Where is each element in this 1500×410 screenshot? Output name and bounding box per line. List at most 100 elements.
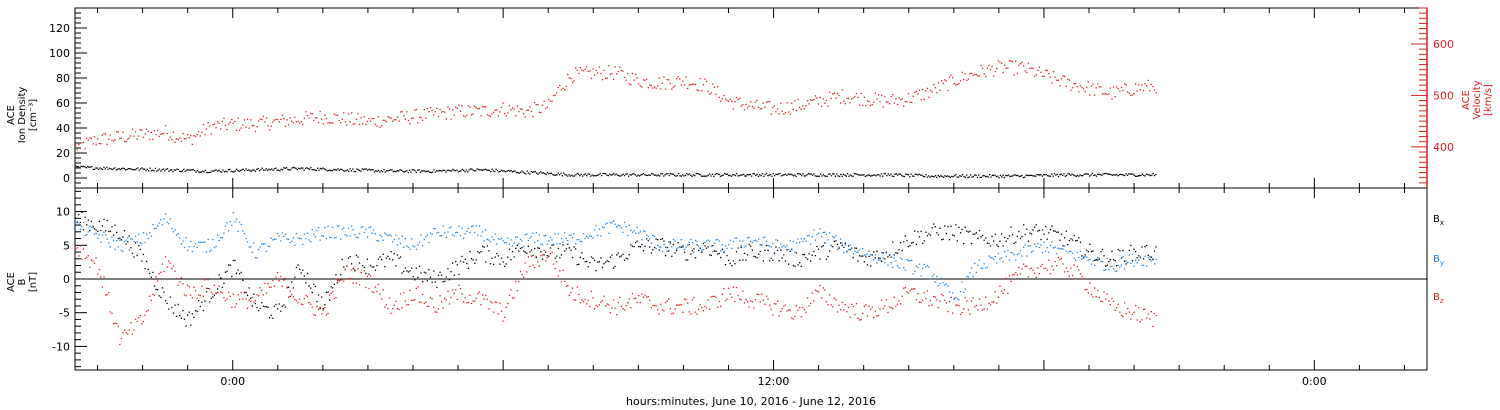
velocity-series-point <box>696 89 698 91</box>
bz-series-point <box>81 258 83 260</box>
density-series-point <box>859 174 861 176</box>
by-series-point <box>666 250 668 252</box>
by-series-point <box>816 233 818 236</box>
density-series-point <box>625 173 627 175</box>
by-series-point <box>985 267 987 269</box>
by-series-point <box>797 238 799 240</box>
velocity-series-point <box>84 148 86 150</box>
bx-series-point <box>229 264 231 266</box>
velocity-series-point <box>201 131 203 133</box>
by-series-point <box>772 243 774 245</box>
by-series-point <box>623 221 626 224</box>
velocity-series-point <box>423 109 425 111</box>
by-series-point <box>136 241 138 243</box>
bz-series-point <box>907 292 910 294</box>
by-series-point <box>970 267 973 269</box>
density-series-point <box>491 168 493 170</box>
bz-series-point <box>825 301 828 303</box>
bx-series-point <box>1027 240 1029 242</box>
velocity-series-point <box>433 114 435 116</box>
density-series-point <box>749 173 751 176</box>
bz-series-point <box>852 305 854 308</box>
bx-series-point <box>485 261 487 263</box>
bz-series-point <box>130 322 132 324</box>
density-series-point <box>271 168 273 170</box>
bx-series-point <box>221 286 223 289</box>
velocity-series-point <box>152 138 154 141</box>
by-series-point <box>434 228 436 230</box>
by-series-point <box>641 239 643 241</box>
bz-series-point <box>742 290 744 292</box>
bz-series-point <box>218 285 220 287</box>
density-series-point <box>893 175 895 178</box>
density-series-point <box>269 169 271 171</box>
density-series-point <box>721 175 723 177</box>
density-series-point <box>248 169 250 171</box>
bz-series-point <box>404 300 406 302</box>
bx-series-point <box>874 257 876 259</box>
bz-series-point <box>879 308 881 310</box>
density-series-point <box>1036 173 1038 176</box>
velocity-series-point <box>1057 79 1059 81</box>
bz-series-point <box>157 280 159 282</box>
bz-series-point <box>893 296 895 298</box>
bz-series-point <box>947 310 949 313</box>
bz-series-point <box>862 312 864 315</box>
by-series-point <box>491 236 493 238</box>
bx-series-point <box>1103 255 1105 257</box>
velocity-series-point <box>647 87 649 89</box>
velocity-series-point <box>851 98 853 100</box>
by-series-point <box>420 234 422 236</box>
density-series-point <box>461 168 463 171</box>
bz-series-point <box>231 306 233 309</box>
by-series-point <box>901 258 903 261</box>
density-series-point <box>392 171 394 173</box>
by-series-point <box>660 246 662 248</box>
density-series-point <box>387 170 389 172</box>
velocity-series-point <box>92 143 94 145</box>
bx-series-point <box>347 257 350 259</box>
by-series-point <box>710 245 712 247</box>
velocity-series-point <box>978 75 981 77</box>
bx-series-point <box>401 272 403 274</box>
bz-series-point <box>464 297 466 299</box>
by-series-point <box>291 240 293 242</box>
bx-series-point <box>235 272 238 274</box>
velocity-series-point <box>90 138 93 140</box>
density-series-point <box>422 170 424 172</box>
velocity-series-point <box>280 118 282 120</box>
bz-series-point <box>267 282 269 285</box>
velocity-series-point <box>999 61 1001 63</box>
bx-series-point <box>1090 250 1093 253</box>
bx-series-point <box>336 282 339 284</box>
density-series-point <box>610 174 612 176</box>
bx-series-point <box>792 264 794 267</box>
density-series-point <box>1029 174 1031 176</box>
bz-series-point <box>609 312 611 314</box>
bx-series-point <box>295 266 298 269</box>
bx-series-point <box>1135 250 1137 253</box>
by-series-point <box>791 249 793 251</box>
density-series-point <box>229 168 231 170</box>
by-series-point <box>829 232 831 234</box>
velocity-series-point <box>483 105 485 108</box>
by-series-point <box>679 246 681 248</box>
bx-series-point <box>1002 245 1004 247</box>
bx-series-point <box>931 227 933 229</box>
by-series-point <box>325 238 328 240</box>
density-series-point <box>329 169 331 172</box>
velocity-series-point <box>382 119 384 121</box>
bz-series-point <box>1123 302 1126 304</box>
bz-series-point <box>925 297 927 300</box>
by-series-point <box>329 236 331 238</box>
velocity-series-point <box>570 77 572 80</box>
density-series-point <box>759 174 761 176</box>
velocity-series-point <box>365 123 367 126</box>
by-series-point <box>114 248 116 251</box>
density-axis-title-line: [cm⁻³] <box>28 99 39 131</box>
bz-series-point <box>644 294 646 296</box>
bz-series-point <box>122 332 124 334</box>
by-series-point <box>664 246 667 249</box>
bx-series-point <box>431 281 433 283</box>
density-series-point <box>363 168 365 171</box>
